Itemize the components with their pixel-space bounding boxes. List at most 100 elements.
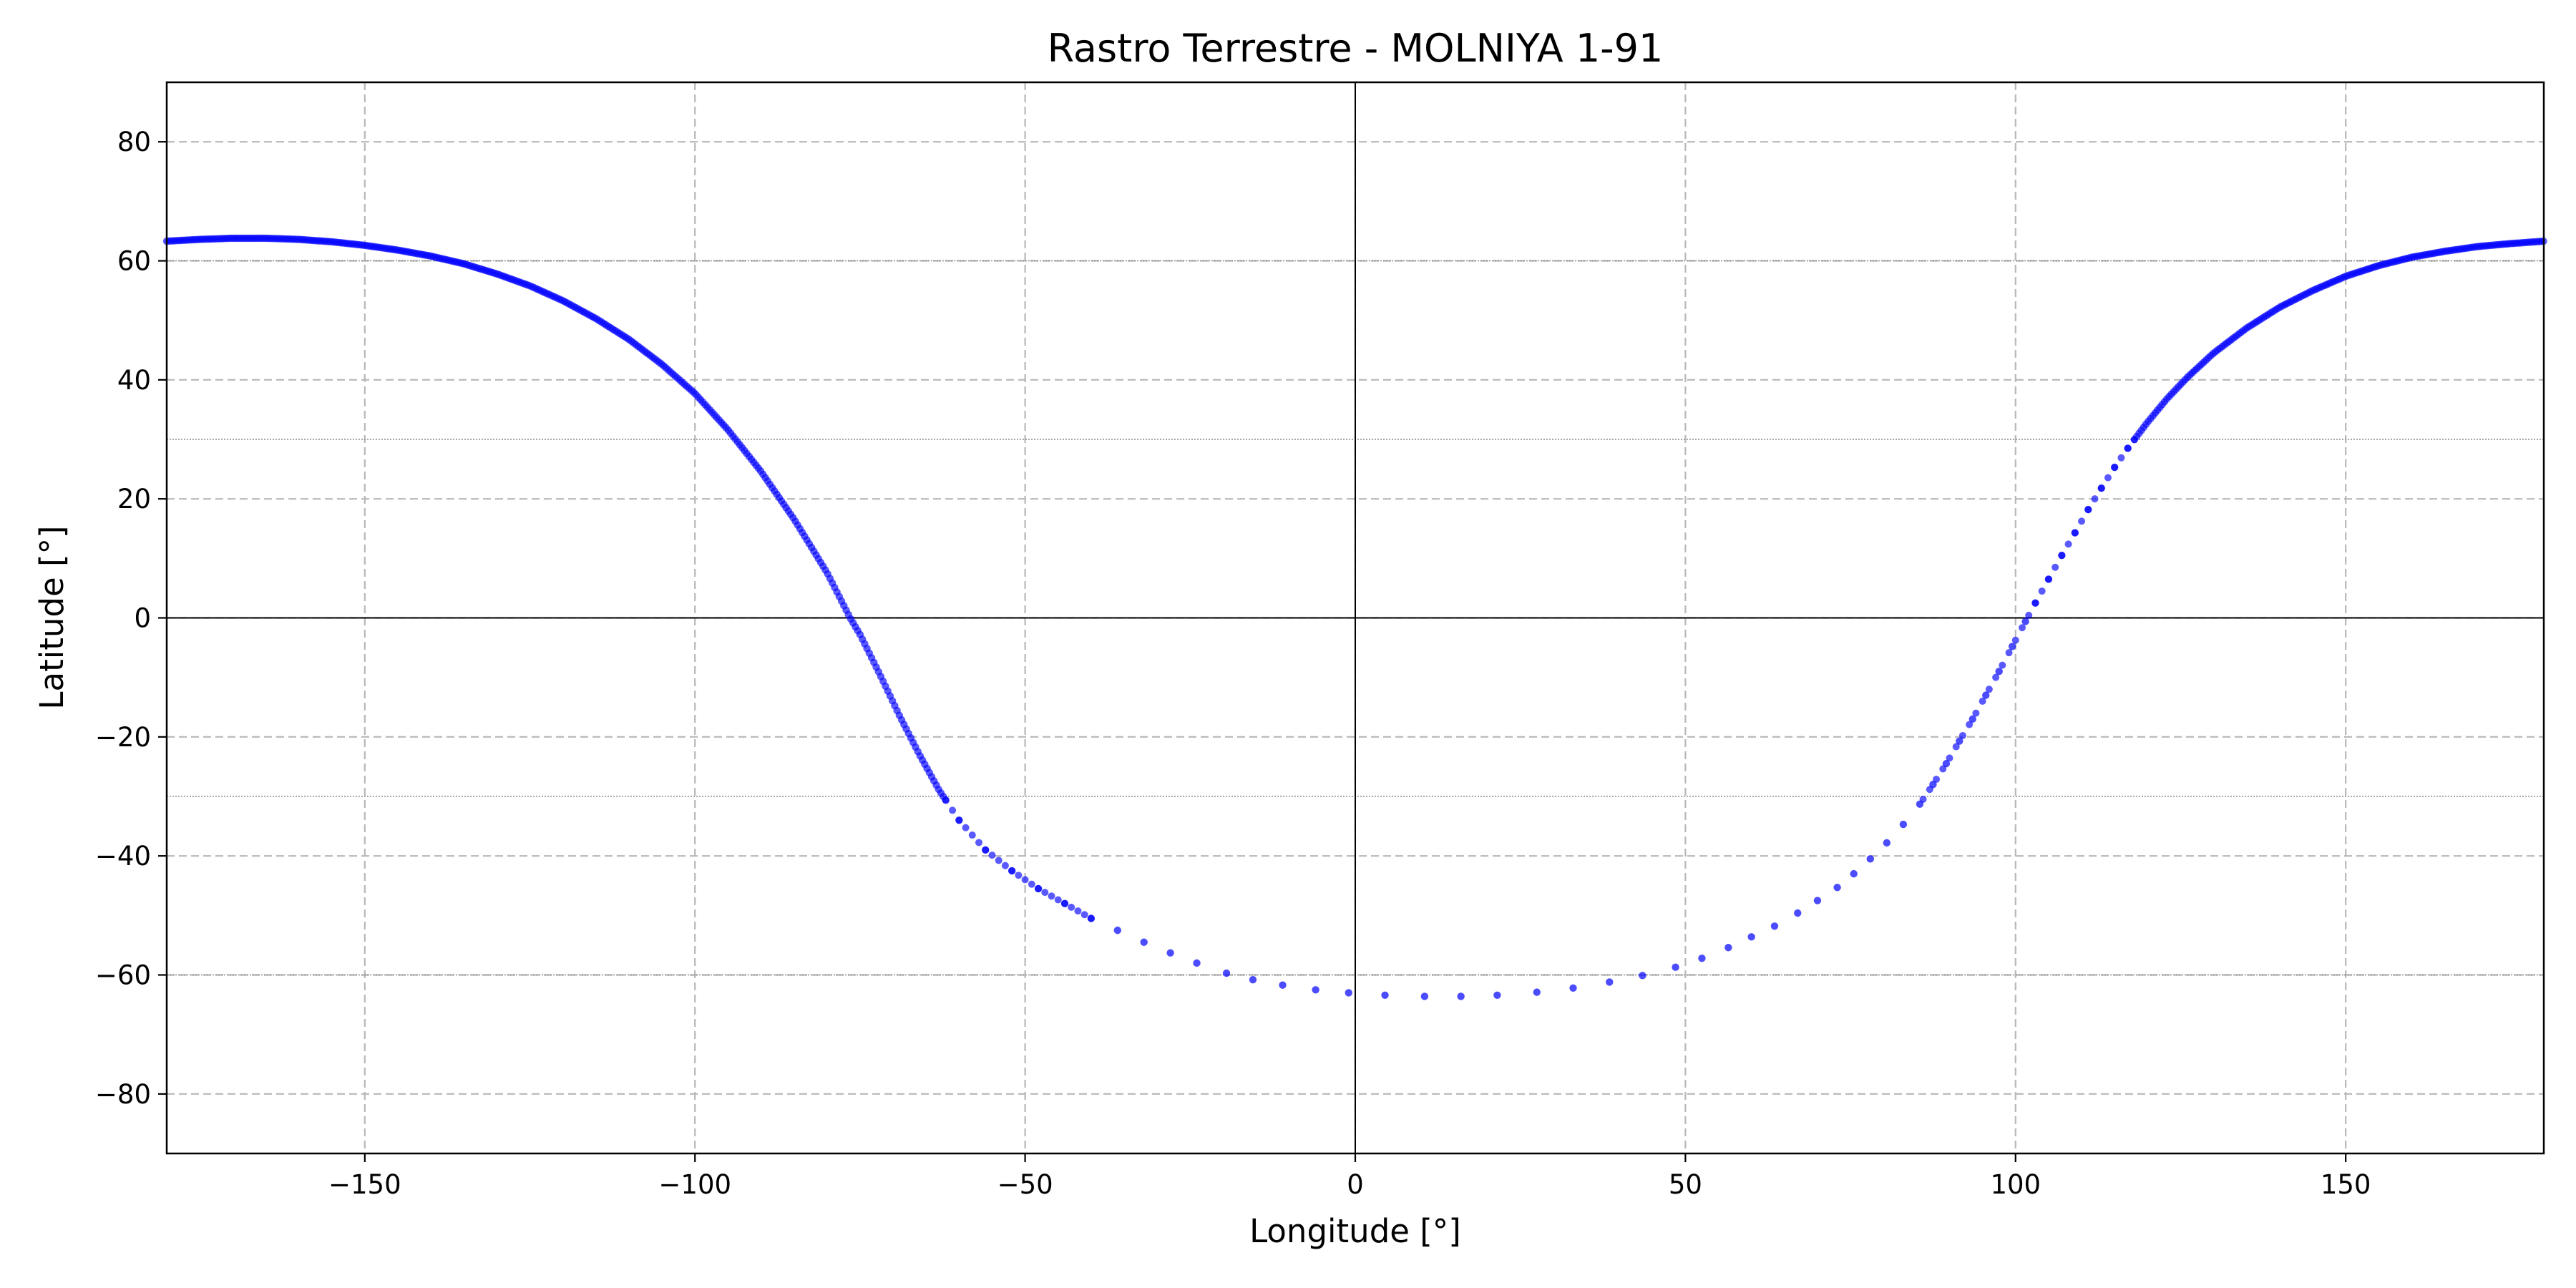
track-point: [1672, 963, 1679, 971]
track-point: [1933, 776, 1941, 784]
x-tick-label: 50: [1669, 1169, 1702, 1200]
track-point: [1312, 986, 1319, 994]
track-point: [968, 831, 976, 839]
track-point: [949, 806, 957, 814]
track-point: [1193, 959, 1201, 967]
track-point: [1381, 991, 1389, 999]
track-point: [1813, 897, 1822, 904]
track-point: [2025, 611, 2033, 619]
track-point: [1080, 911, 1088, 919]
track-point: [1942, 760, 1951, 768]
track-point: [2084, 506, 2092, 514]
track-point: [975, 839, 983, 847]
x-tick-label: −100: [658, 1169, 731, 1200]
track-point: [2038, 587, 2046, 595]
track-point: [2019, 624, 2026, 632]
y-tick-label: 40: [117, 365, 151, 396]
track-point: [995, 857, 1002, 864]
track-point: [1015, 872, 1023, 879]
track-point: [1794, 909, 1802, 917]
y-tick-label: −80: [95, 1079, 151, 1110]
track-point: [1533, 988, 1541, 996]
track-point: [2051, 563, 2059, 571]
track-point: [1982, 691, 1990, 699]
y-tick-label: −60: [95, 960, 151, 991]
track-point: [1926, 786, 1933, 794]
track-point: [1939, 765, 1947, 773]
track-point: [1068, 903, 1075, 911]
track-point: [1946, 754, 1953, 762]
track-point: [1956, 737, 1963, 745]
y-tick-label: 80: [117, 127, 151, 157]
x-tick-label: −150: [328, 1169, 401, 1200]
track-point: [1724, 944, 1732, 952]
track-point: [1028, 880, 1035, 888]
ground-track-points: [162, 234, 2547, 1000]
y-tick-label: −40: [95, 841, 151, 872]
track-point: [982, 846, 990, 854]
track-point: [1966, 721, 1974, 728]
track-point: [1060, 899, 1068, 907]
track-point: [1999, 661, 2006, 669]
track-point: [2078, 517, 2086, 525]
y-tick-label: 0: [134, 603, 151, 634]
track-point: [1883, 839, 1891, 847]
track-point: [1972, 709, 1980, 717]
track-point: [1420, 992, 1429, 1000]
y-axis-label: Latitude [°]: [33, 525, 71, 709]
track-point: [1992, 673, 2000, 681]
track-point: [1833, 884, 1841, 892]
x-tick-label: 150: [2321, 1169, 2371, 1200]
track-point: [1001, 862, 1009, 869]
track-point: [1919, 795, 1927, 803]
track-point: [1968, 715, 1976, 723]
x-axis-label: Longitude [°]: [1249, 1212, 1461, 1250]
track-point: [1279, 981, 1287, 989]
track-point: [1866, 855, 1874, 863]
track-point: [1952, 743, 1960, 751]
track-point: [1985, 686, 1993, 693]
track-point: [1041, 889, 1049, 897]
track-point: [988, 852, 996, 859]
track-point: [1021, 876, 1029, 884]
track-point: [2044, 575, 2052, 583]
y-tick-label: −20: [95, 722, 151, 753]
track-point: [2008, 643, 2016, 650]
track-point: [1698, 955, 1706, 962]
track-point: [962, 824, 970, 831]
y-tick-label: 20: [117, 484, 151, 514]
track-point: [1249, 975, 1257, 984]
track-point: [2130, 436, 2138, 444]
x-tick-label: 100: [1990, 1169, 2041, 1200]
track-point: [1979, 697, 1986, 705]
track-point: [942, 796, 950, 804]
track-point: [2124, 444, 2132, 452]
x-axis-ticks: −150 −100 −50 0 50 100 150: [328, 1153, 2371, 1200]
track-point: [2104, 474, 2112, 482]
track-point: [1074, 907, 1082, 915]
track-point: [1850, 869, 1858, 878]
track-point: [2117, 454, 2125, 462]
track-point: [1113, 926, 1122, 935]
track-point: [1166, 949, 1174, 957]
track-point: [1899, 820, 1908, 829]
track-point: [1054, 896, 1062, 904]
y-axis-ticks: −80 −60 −40 −20 0 20 40 60 80: [95, 127, 167, 1110]
track-point: [1140, 938, 1148, 946]
track-point: [955, 816, 963, 824]
track-point: [1035, 884, 1043, 892]
track-point: [1008, 867, 1016, 874]
track-point: [2091, 495, 2099, 503]
track-point: [1569, 984, 1577, 992]
track-point: [1995, 668, 2003, 675]
track-point: [2097, 484, 2105, 492]
track-point: [1958, 731, 1966, 739]
track-point: [1639, 972, 1646, 980]
track-point: [2071, 529, 2079, 537]
track-point: [1222, 969, 1231, 977]
track-point: [1770, 922, 1779, 930]
track-point: [2031, 599, 2039, 607]
track-point: [1048, 892, 1055, 900]
track-point: [1747, 933, 1755, 941]
